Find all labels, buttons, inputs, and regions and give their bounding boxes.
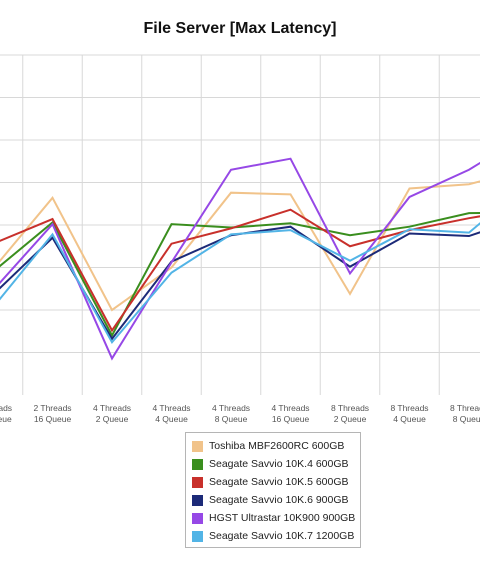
legend-label: Toshiba MBF2600RC 600GB (209, 440, 345, 452)
legend-swatch (192, 476, 203, 488)
x-tick-label: 8 Threads 2 Queue (331, 403, 369, 424)
x-tick-label: 8 Threads 4 Queue (390, 403, 428, 424)
legend-item: Seagate Savvio 10K.6 900GB (192, 491, 360, 509)
legend-swatch (192, 494, 203, 506)
series-line (0, 157, 480, 361)
series-lines (0, 157, 480, 361)
x-tick-label: 4 Threads 4 Queue (152, 403, 190, 424)
legend-swatch (192, 458, 203, 470)
legend-swatch (192, 512, 203, 524)
legend-swatch (192, 530, 203, 542)
x-tick-label: 4 Threads 2 Queue (93, 403, 131, 424)
legend-item: HGST Ultrastar 10K900 900GB (192, 509, 360, 527)
legend-label: Seagate Savvio 10K.5 600GB (209, 476, 349, 488)
chart-title: File Server [Max Latency] (143, 20, 337, 37)
legend-item: Seagate Savvio 10K.7 1200GB (192, 527, 360, 545)
series-line (0, 208, 480, 333)
legend: Toshiba MBF2600RC 600GB Seagate Savvio 10… (185, 432, 361, 548)
legend-label: Seagate Savvio 10K.4 600GB (209, 458, 349, 470)
legend-label: Seagate Savvio 10K.6 900GB (209, 494, 349, 506)
series-line (0, 222, 480, 345)
legend-label: Seagate Savvio 10K.7 1200GB (209, 530, 355, 542)
legend-item: Toshiba MBF2600RC 600GB (192, 437, 360, 455)
legend-swatch (192, 440, 203, 452)
legend-item: Seagate Savvio 10K.4 600GB (192, 455, 360, 473)
x-tick-label: 4 Threads 8 Queue (212, 403, 250, 424)
series-line (0, 180, 480, 312)
x-tick-label: 4 Threads 16 Queue (271, 403, 309, 424)
x-tick-label: 2 Threads 16 Queue (33, 403, 71, 424)
legend-label: HGST Ultrastar 10K900 900GB (209, 512, 356, 524)
series-line (0, 211, 480, 338)
legend-item: Seagate Savvio 10K.5 600GB (192, 473, 360, 491)
